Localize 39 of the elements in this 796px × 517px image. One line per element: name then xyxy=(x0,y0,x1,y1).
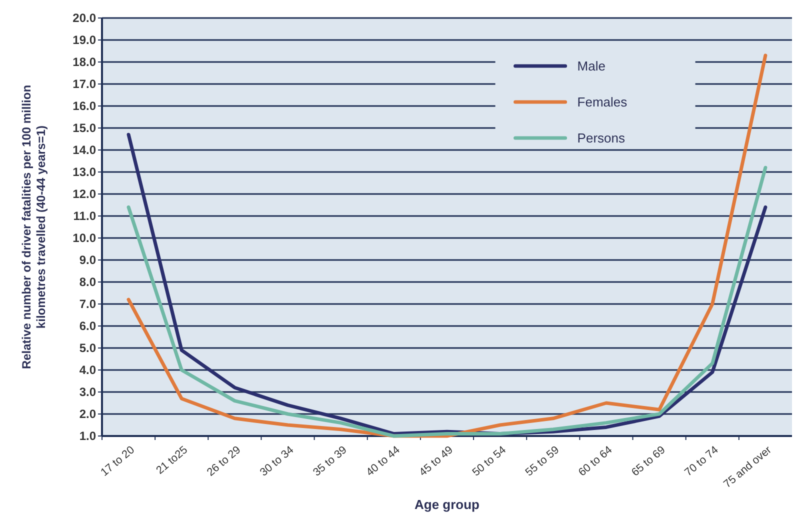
y-tick-label: 5.0 xyxy=(79,341,96,356)
y-tick-label: 19.0 xyxy=(72,33,96,48)
y-tick-label: 4.0 xyxy=(79,363,96,378)
y-tick-label: 10.0 xyxy=(72,231,96,246)
x-tick-label: 50 to 54 xyxy=(470,444,508,479)
y-tick-label: 17.0 xyxy=(72,77,96,92)
x-tick-label: 40 to 44 xyxy=(364,444,402,479)
x-tick-label: 45 to 49 xyxy=(417,444,456,479)
x-tick-label: 35 to 39 xyxy=(311,444,350,479)
line-series xyxy=(126,54,768,438)
x-tick-label: 75 and over xyxy=(722,444,774,491)
y-tick-label: 3.0 xyxy=(79,385,96,400)
y-tick-label: 15.0 xyxy=(72,121,96,136)
y-tick-label: 16.0 xyxy=(72,99,96,114)
y-tick-label: 1.0 xyxy=(79,429,96,444)
legend-label: Male xyxy=(577,58,606,74)
y-tick-label: 20.0 xyxy=(72,11,96,26)
x-axis-title: Age group xyxy=(414,497,480,512)
y-tick-label: 8.0 xyxy=(79,275,96,290)
y-tick-label: 13.0 xyxy=(72,165,96,180)
y-tick-label: 9.0 xyxy=(79,253,96,268)
x-tick-label: 26 to 29 xyxy=(204,444,244,479)
y-tick-label: 6.0 xyxy=(79,319,96,334)
y-tick-label: 14.0 xyxy=(72,143,96,158)
x-tick-label: 21 to25 xyxy=(154,444,190,477)
y-axis-title: Relative number of driver fatalities per 100 million kilometres travelled (40-44 years=1) xyxy=(19,84,48,370)
x-tick-label: 55 to 59 xyxy=(523,444,562,479)
y-tick-label: 18.0 xyxy=(72,55,96,70)
legend-label: Females xyxy=(577,94,628,110)
y-tick-label: 7.0 xyxy=(79,297,96,312)
x-tick-label: 30 to 34 xyxy=(258,444,296,479)
x-tick-label: 17 to 20 xyxy=(98,444,137,479)
x-tick-label: 60 to 64 xyxy=(576,444,615,479)
y-tick-label: 12.0 xyxy=(72,187,96,202)
legend-label: Persons xyxy=(577,130,626,146)
y-tick-label: 2.0 xyxy=(79,407,96,422)
y-tick-label: 11.0 xyxy=(73,209,96,224)
x-tick-label: 65 to 69 xyxy=(630,444,668,479)
x-tick-label: 70 to 74 xyxy=(682,444,721,479)
